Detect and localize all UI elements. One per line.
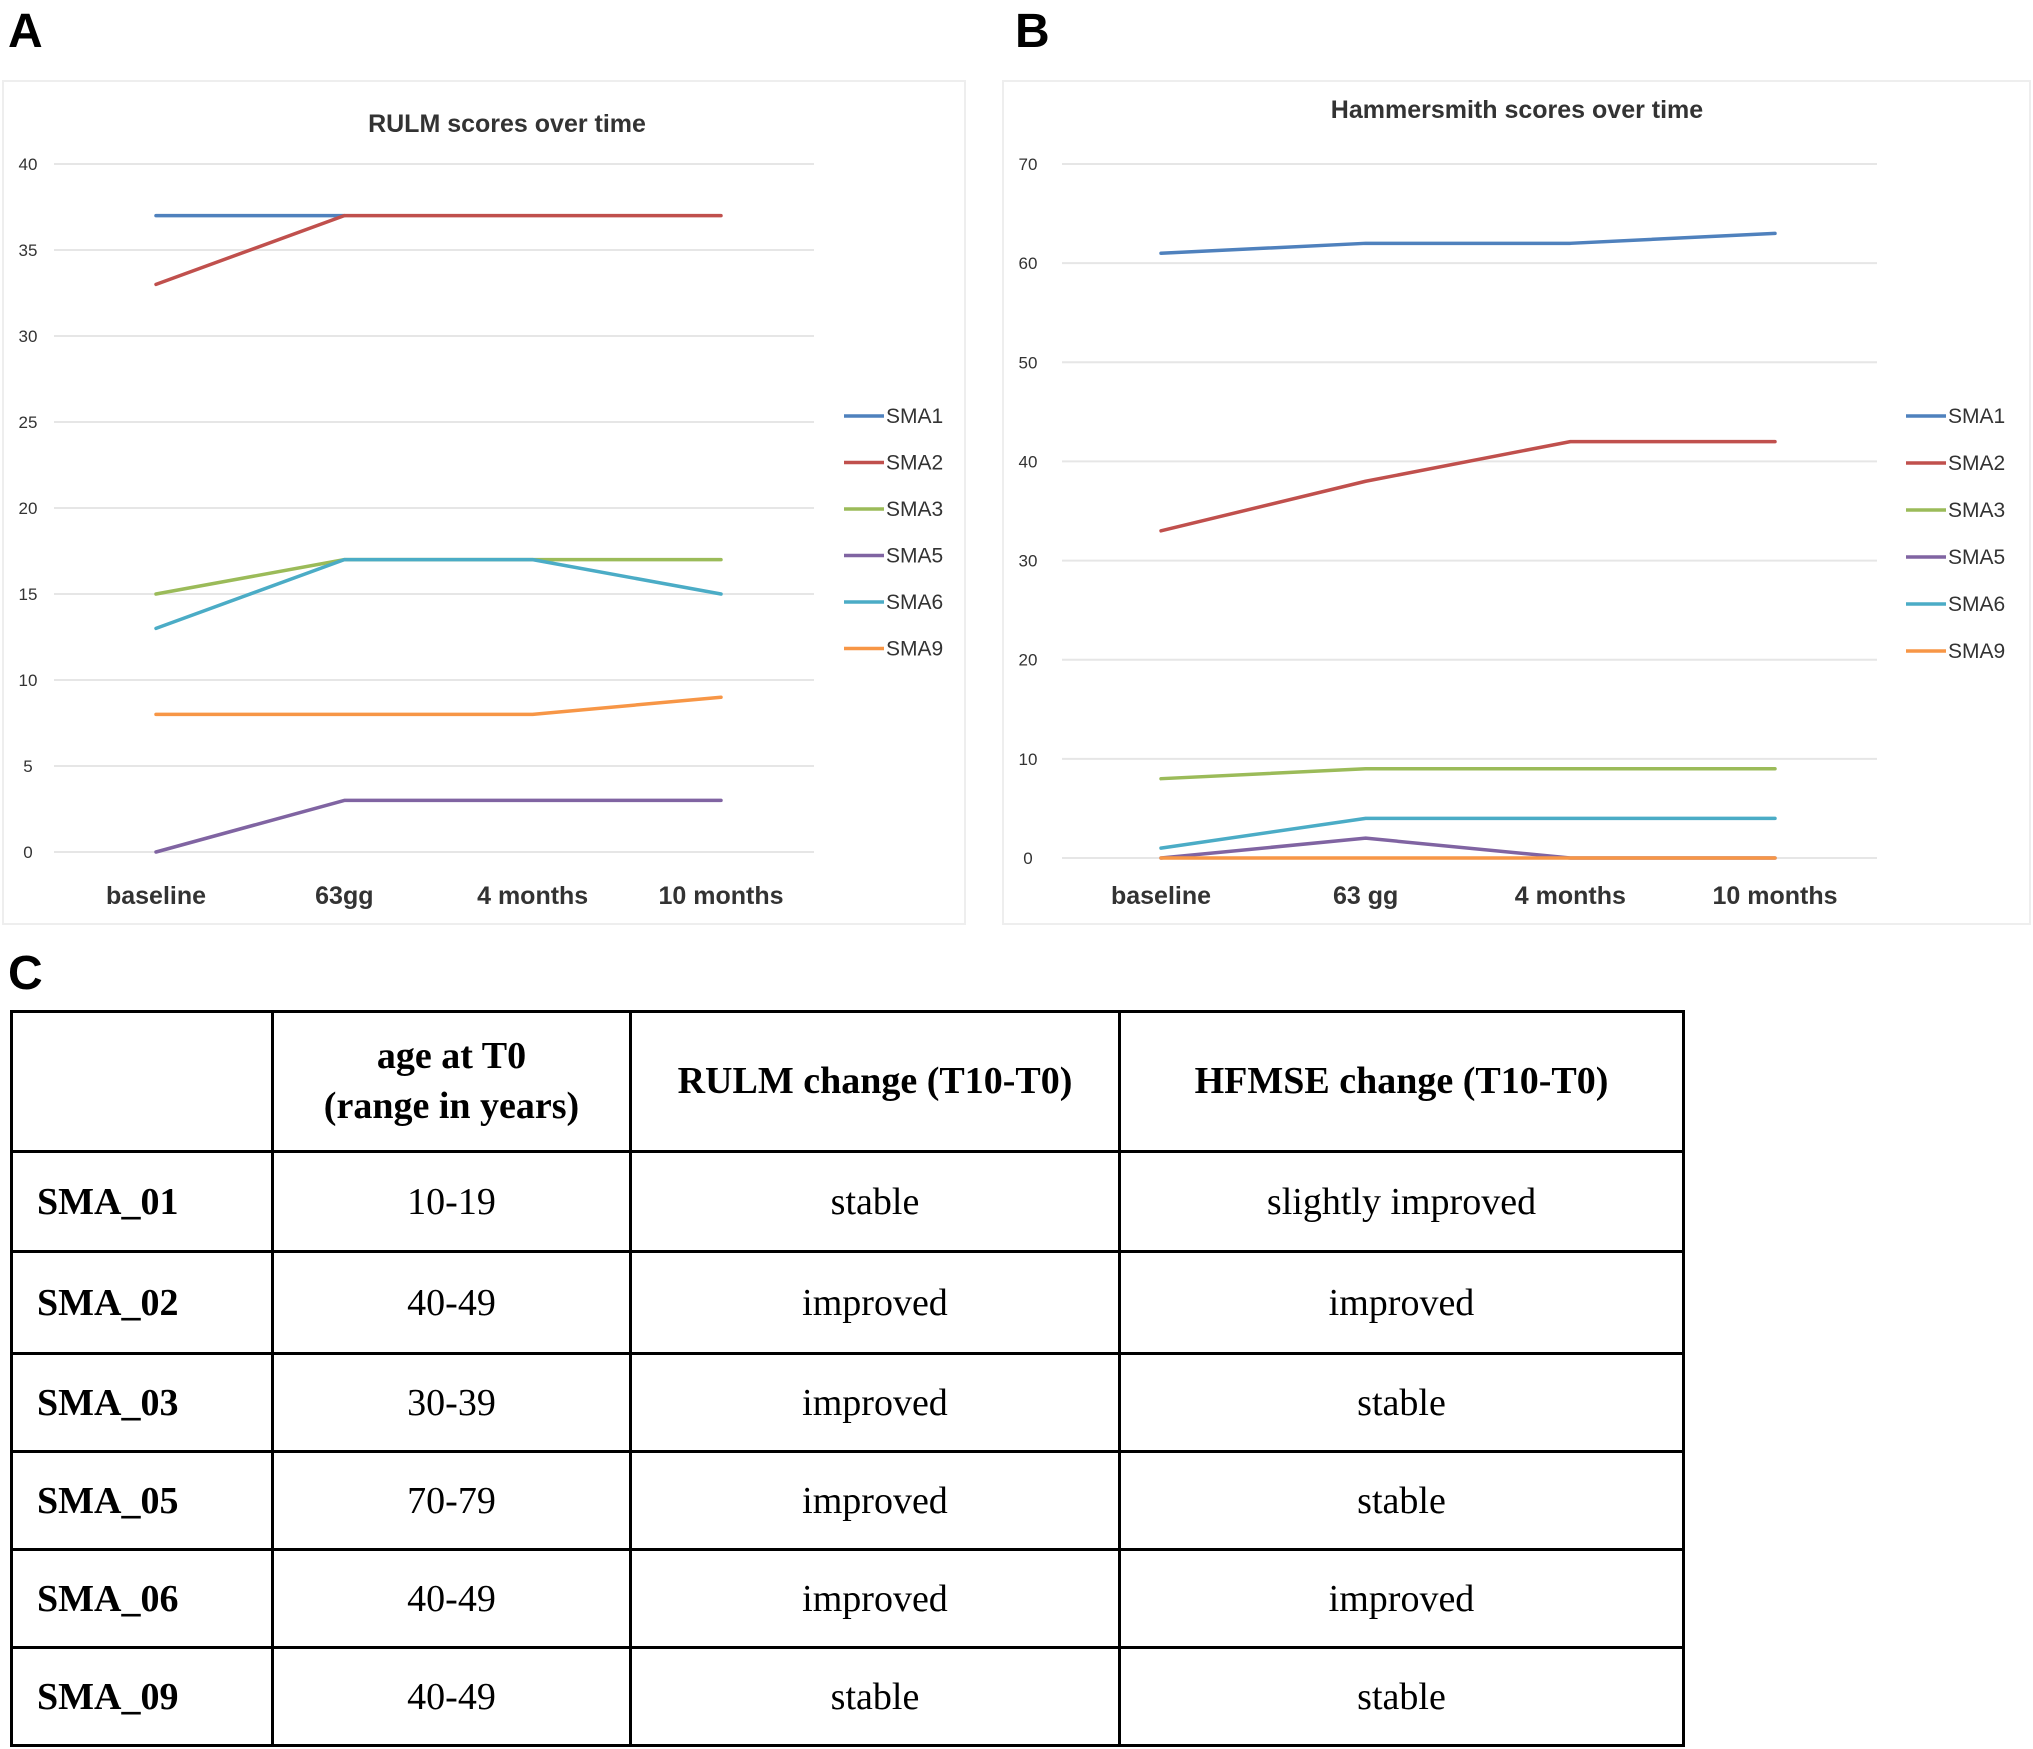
series-line-sma5 (154, 798, 723, 854)
table-cell-hfmse: stable (1118, 1646, 1685, 1747)
legend-label-sma5: SMA5 (1948, 546, 2005, 569)
table-cell-patient: SMA_02 (10, 1250, 274, 1355)
legend-label-sma1: SMA1 (1948, 405, 2005, 428)
table-cell-rulm: stable (629, 1150, 1121, 1253)
table-cell-hfmse: improved (1118, 1250, 1685, 1355)
table-header-row: age at T0 (range in years) RULM change (… (10, 1010, 1685, 1153)
table-cell-patient: SMA_01 (10, 1150, 274, 1253)
table-header-hfmse: HFMSE change (T10-T0) (1118, 1010, 1685, 1153)
legend-label-sma3: SMA3 (1948, 499, 2005, 522)
hammersmith-chart: Hammersmith scores over time 0 10 20 30 40 50 6… (1019, 96, 2006, 910)
x-tick-label-4-months: 4 months (477, 882, 588, 910)
y-tick-label-10: 10 (19, 671, 38, 690)
panel-label-a: A (8, 5, 43, 58)
table-row: SMA_09 40-49 stable stable (10, 1646, 1685, 1747)
table-row: SMA_05 70-79 improved stable (10, 1450, 1685, 1551)
legend-label-sma6: SMA6 (886, 591, 943, 614)
y-tick-label-30: 30 (19, 327, 38, 346)
y-tick-label-15: 15 (19, 585, 38, 604)
series-line-sma9 (154, 695, 723, 717)
table-cell-patient: SMA_09 (10, 1646, 274, 1747)
series-line-sma3 (1159, 767, 1777, 781)
y-tick-label-0: 0 (23, 843, 32, 862)
table-row: SMA_01 10-19 stable slightly improved (10, 1150, 1685, 1253)
x-tick-label-baseline: baseline (106, 882, 206, 910)
table-cell-patient: SMA_06 (10, 1548, 274, 1649)
legend-label-sma1: SMA1 (886, 405, 943, 428)
y-tick-label-40: 40 (1019, 452, 1038, 471)
table-header-blank (10, 1010, 274, 1153)
y-tick-label-50: 50 (1019, 353, 1038, 372)
x-tick-label-10-months: 10 months (658, 882, 783, 910)
summary-table: age at T0 (range in years) RULM change (… (10, 1010, 1685, 1747)
y-tick-label-70: 70 (1019, 155, 1038, 174)
y-tick-label-10: 10 (1019, 750, 1038, 769)
y-tick-label-20: 20 (1019, 651, 1038, 670)
y-tick-label-35: 35 (19, 241, 38, 260)
chart-panel-a: RULM scores over time 0 5 10 15 20 25 30 35 40 bas… (2, 80, 966, 925)
legend-label-sma9: SMA9 (1948, 640, 2005, 663)
table-cell-rulm: improved (629, 1548, 1121, 1649)
y-tick-label-0: 0 (1023, 849, 1032, 868)
x-tick-label-baseline: baseline (1111, 882, 1211, 910)
series-line-sma1 (1159, 231, 1777, 255)
series-line-sma6 (154, 557, 723, 631)
chart-title: Hammersmith scores over time (1331, 96, 1703, 124)
legend-label-sma2: SMA2 (886, 452, 943, 475)
series-line-sma2 (1159, 439, 1777, 533)
rulm-chart: RULM scores over time 0 5 10 15 20 25 30 35 40 bas… (19, 110, 944, 910)
y-tick-label-20: 20 (19, 499, 38, 518)
y-tick-label-30: 30 (1019, 552, 1038, 571)
y-tick-label-25: 25 (19, 413, 38, 432)
legend-label-sma2: SMA2 (1948, 452, 2005, 475)
y-tick-label-40: 40 (19, 155, 38, 174)
table-cell-age: 40-49 (271, 1548, 632, 1649)
table-cell-rulm: improved (629, 1450, 1121, 1551)
x-tick-label-63gg: 63gg (315, 882, 373, 910)
table-cell-rulm: improved (629, 1250, 1121, 1355)
table-cell-hfmse: slightly improved (1118, 1150, 1685, 1253)
table-cell-rulm: stable (629, 1646, 1121, 1747)
table-cell-hfmse: stable (1118, 1450, 1685, 1551)
x-tick-label-10-months: 10 months (1712, 882, 1837, 910)
panel-label-b: B (1015, 5, 1050, 58)
legend-label-sma6: SMA6 (1948, 593, 2005, 616)
legend-label-sma9: SMA9 (886, 638, 943, 661)
series-line-sma2 (154, 213, 723, 287)
table-cell-age: 10-19 (271, 1150, 632, 1253)
table-cell-rulm: improved (629, 1352, 1121, 1453)
y-tick-label-60: 60 (1019, 254, 1038, 273)
table-cell-patient: SMA_05 (10, 1450, 274, 1551)
table-cell-hfmse: improved (1118, 1548, 1685, 1649)
table-row: SMA_06 40-49 improved improved (10, 1548, 1685, 1649)
table-row: SMA_02 40-49 improved improved (10, 1250, 1685, 1355)
table-cell-age: 30-39 (271, 1352, 632, 1453)
table-row: SMA_03 30-39 improved stable (10, 1352, 1685, 1453)
x-tick-label-63-gg: 63 gg (1333, 882, 1398, 910)
table-header-age: age at T0 (range in years) (271, 1010, 632, 1153)
legend-label-sma5: SMA5 (886, 545, 943, 568)
panel-label-c: C (8, 947, 43, 1000)
table-cell-patient: SMA_03 (10, 1352, 274, 1453)
table-cell-hfmse: stable (1118, 1352, 1685, 1453)
series-line-sma5 (1159, 836, 1777, 860)
table-header-rulm: RULM change (T10-T0) (629, 1010, 1121, 1153)
y-tick-label-5: 5 (23, 757, 32, 776)
chart-panel-b: Hammersmith scores over time 0 10 20 30 40 50 6… (1002, 80, 2031, 925)
table-cell-age: 40-49 (271, 1250, 632, 1355)
table-cell-age: 40-49 (271, 1646, 632, 1747)
legend-label-sma3: SMA3 (886, 498, 943, 521)
x-tick-label-4-months: 4 months (1515, 882, 1626, 910)
series-line-sma6 (1159, 816, 1777, 850)
chart-title: RULM scores over time (368, 110, 646, 138)
table-cell-age: 70-79 (271, 1450, 632, 1551)
